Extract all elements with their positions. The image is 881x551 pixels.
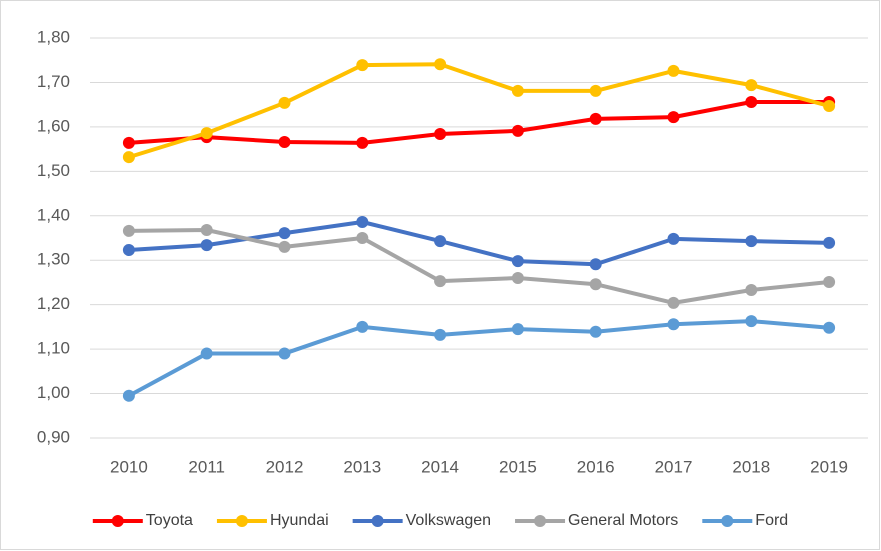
x-tick-label: 2015 (499, 457, 537, 476)
data-point (356, 59, 369, 72)
y-tick-label: 1,30 (37, 250, 70, 269)
data-point (589, 325, 602, 338)
legend-item: Hyundai (216, 512, 329, 529)
data-point (511, 272, 524, 284)
x-tick-label: 2018 (732, 457, 770, 476)
legend-marker (534, 515, 547, 527)
legend-label: Volkswagen (406, 512, 491, 529)
data-point (200, 239, 213, 252)
data-point (122, 389, 135, 402)
legend: Toyota Hyundai Volkswagen General Motors For… (92, 512, 788, 529)
series-line (126, 228, 832, 305)
data-point (823, 100, 836, 112)
data-point (823, 321, 836, 334)
y-tick-label: 0,90 (37, 427, 70, 446)
y-tick-label: 1,40 (37, 205, 70, 224)
x-tick-label: 2012 (266, 457, 304, 476)
data-point (356, 232, 369, 244)
y-tick-label: 1,60 (37, 116, 70, 135)
y-tick-label: 1,70 (37, 72, 70, 91)
grid: 0,90 1,00 1,10 1,20 1,30 1,40 1,50 1,60 1,70 1,80… (37, 27, 868, 476)
x-tick-label: 2014 (421, 457, 459, 476)
data-point (511, 255, 524, 268)
data-point (434, 235, 447, 248)
data-point (434, 128, 447, 140)
y-tick-label: 1,50 (37, 161, 70, 180)
y-tick-label: 1,10 (37, 339, 70, 358)
data-point (667, 296, 680, 309)
data-point (589, 112, 602, 125)
legend-label: Hyundai (270, 512, 329, 529)
legend-label: Toyota (146, 512, 193, 529)
data-point (356, 320, 369, 333)
data-point (589, 84, 602, 97)
legend-marker (721, 515, 734, 527)
x-tick-label: 2019 (810, 457, 848, 476)
data-point (200, 347, 213, 360)
data-point (589, 278, 602, 291)
data-point (667, 111, 680, 124)
legend-marker (235, 515, 248, 527)
y-tick-label: 1,00 (37, 383, 70, 402)
data-point (278, 136, 291, 148)
data-point (278, 227, 291, 240)
data-point (745, 284, 758, 296)
data-point (511, 84, 524, 97)
data-point (745, 79, 758, 92)
data-point (667, 232, 680, 245)
legend-item: Toyota (92, 512, 193, 529)
data-point (434, 58, 447, 71)
data-point (745, 235, 758, 248)
data-point (122, 136, 135, 149)
series-line (126, 62, 832, 160)
series-line (126, 100, 832, 145)
data-point (511, 323, 524, 336)
y-tick-label: 1,80 (37, 27, 70, 46)
data-point (434, 328, 447, 341)
data-point (200, 127, 213, 140)
data-point (823, 236, 836, 249)
legend-item: Volkswagen (352, 512, 491, 529)
data-point (823, 276, 836, 288)
data-point (589, 258, 602, 271)
x-tick-label: 2010 (110, 457, 148, 476)
legend-marker (111, 515, 124, 527)
data-point (434, 275, 447, 288)
legend-label: General Motors (568, 512, 678, 529)
data-point (278, 96, 291, 109)
series-line (126, 319, 832, 398)
data-point (122, 224, 135, 237)
data-point (278, 347, 291, 360)
y-tick-label: 1,20 (37, 294, 70, 313)
legend-item: General Motors (515, 512, 678, 529)
data-point (122, 244, 135, 256)
legend-item: Ford (702, 512, 788, 529)
legend-label: Ford (755, 512, 788, 529)
x-tick-label: 2017 (655, 457, 693, 476)
legend-marker (371, 515, 384, 527)
plot-area (122, 58, 836, 402)
x-tick-label: 2016 (577, 457, 615, 476)
data-point (200, 224, 213, 236)
data-point (356, 136, 369, 149)
data-point (667, 64, 680, 77)
data-point (667, 318, 680, 331)
data-point (511, 124, 524, 137)
data-point (278, 240, 291, 253)
data-point (745, 96, 758, 108)
data-point (356, 216, 369, 228)
x-tick-label: 2011 (188, 457, 225, 476)
x-tick-label: 2013 (343, 457, 381, 476)
data-point (122, 151, 135, 164)
data-point (745, 315, 758, 328)
